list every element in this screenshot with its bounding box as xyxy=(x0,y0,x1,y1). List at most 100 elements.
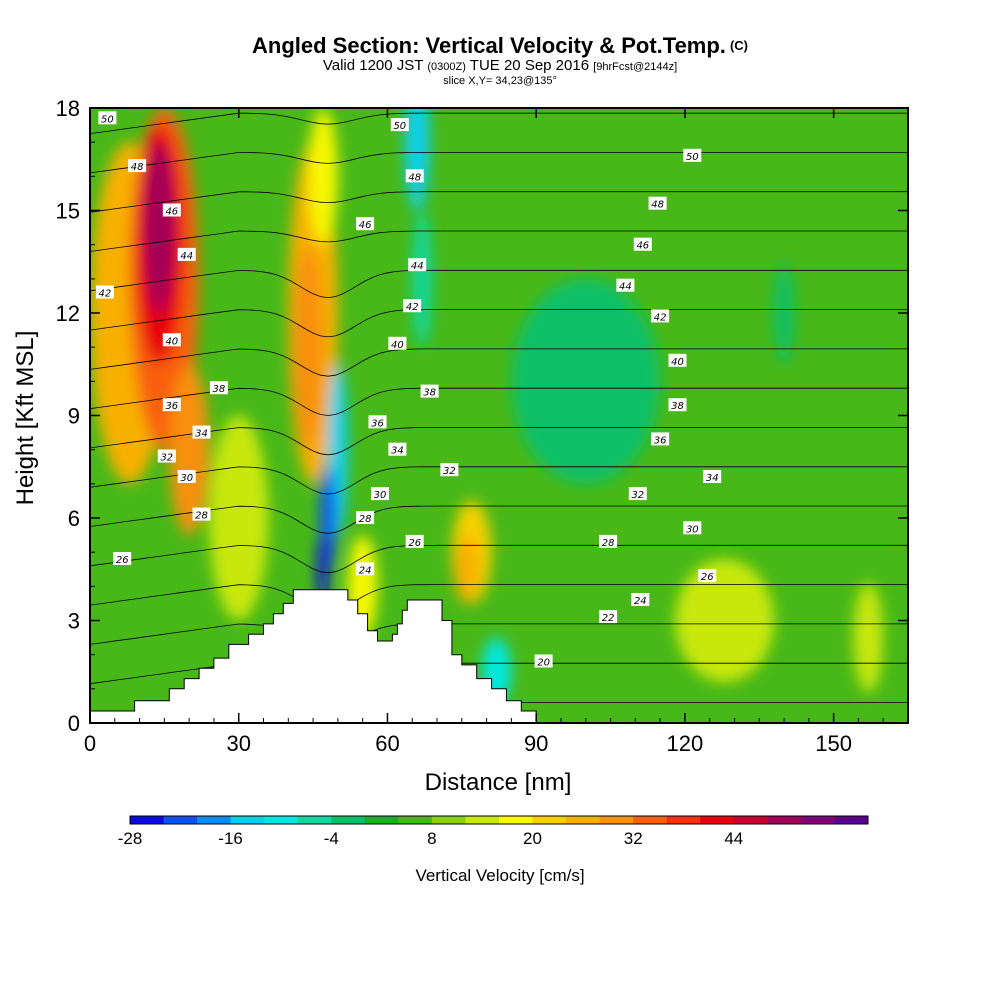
colorbar-swatch xyxy=(700,816,735,824)
theta-contour-line xyxy=(90,309,908,338)
y-tick-label: 6 xyxy=(68,506,80,531)
theta-contour-line xyxy=(90,191,908,213)
theta-contour-line xyxy=(90,427,908,456)
svg-text:32: 32 xyxy=(160,453,173,464)
svg-text:36: 36 xyxy=(165,401,178,412)
contour-label: 40 xyxy=(388,336,407,351)
colorbar-tick-label: -28 xyxy=(118,829,143,848)
theta-contour-line xyxy=(90,269,908,299)
theta-contour-line xyxy=(90,544,908,574)
svg-text:38: 38 xyxy=(213,384,226,395)
colorbar-swatch xyxy=(666,816,701,824)
colorbar-tick-label: 20 xyxy=(523,829,542,848)
colorbar-swatch xyxy=(264,816,299,824)
colorbar-frame xyxy=(129,815,869,825)
colorbar-swatch xyxy=(733,816,768,824)
contour-label: 44 xyxy=(408,258,427,272)
title-unit: (C) xyxy=(729,38,748,53)
svg-text:40: 40 xyxy=(165,336,178,347)
svg-text:44: 44 xyxy=(411,261,424,272)
colorbar-tick-label: 44 xyxy=(724,829,743,848)
contour-label: 38 xyxy=(420,384,439,399)
contour-label: 24 xyxy=(356,562,375,576)
colorbar-tick-label: -4 xyxy=(324,829,339,848)
svg-text:38: 38 xyxy=(423,388,436,399)
y-tick-label: 18 xyxy=(56,96,80,121)
svg-text:48: 48 xyxy=(651,200,664,211)
y-tick-label: 3 xyxy=(68,609,80,634)
colorbar-swatch xyxy=(431,816,466,824)
colorbar-tick-label: -16 xyxy=(218,829,243,848)
contour-label: 48 xyxy=(128,159,147,173)
velocity-blob xyxy=(293,244,324,450)
y-tick-label: 12 xyxy=(56,301,80,326)
x-tick-label: 120 xyxy=(667,731,704,756)
contour-label: 40 xyxy=(162,333,181,347)
svg-text:28: 28 xyxy=(602,538,615,549)
contour-label: 34 xyxy=(388,442,407,457)
svg-text:46: 46 xyxy=(636,241,649,252)
svg-text:22: 22 xyxy=(602,613,615,624)
velocity-blob xyxy=(853,582,884,693)
velocity-blob xyxy=(317,535,329,604)
x-tick-label: 90 xyxy=(524,731,548,756)
colorbar-swatch xyxy=(800,816,835,824)
contour-label: 28 xyxy=(356,511,375,525)
colorbar-swatch xyxy=(532,816,567,824)
chart-header: Angled Section: Vertical Velocity & Pot.… xyxy=(0,34,1000,88)
colorbar-title: Vertical Velocity [cm/s] xyxy=(415,866,584,885)
svg-text:30: 30 xyxy=(374,490,387,501)
contour-label: 50 xyxy=(683,148,702,163)
contour-label: 50 xyxy=(98,111,117,125)
contour-label: 44 xyxy=(616,278,635,293)
theta-contour-line xyxy=(90,505,908,534)
contour-label: 20 xyxy=(534,654,553,669)
velocity-blob xyxy=(208,415,269,621)
colorbar-swatch xyxy=(364,816,399,824)
svg-text:48: 48 xyxy=(408,172,421,183)
colorbar-swatch xyxy=(163,816,198,824)
colorbar-swatch xyxy=(566,816,601,824)
colorbar-swatch xyxy=(599,816,634,824)
colorbar-swatch xyxy=(130,816,165,824)
contour-label: 36 xyxy=(368,415,387,429)
svg-text:36: 36 xyxy=(371,418,384,429)
contour-label: 36 xyxy=(162,398,181,412)
theta-contour-line xyxy=(90,584,908,613)
svg-text:34: 34 xyxy=(391,446,404,457)
contour-label: 50 xyxy=(390,118,409,132)
colorbar-swatch xyxy=(230,816,265,824)
contour-label: 38 xyxy=(209,381,228,395)
svg-text:40: 40 xyxy=(391,340,404,351)
contour-label: 46 xyxy=(633,237,652,252)
x-axis-title: Distance [nm] xyxy=(425,769,572,796)
valid-zulu: (0300Z) xyxy=(427,61,466,73)
velocity-blob xyxy=(404,108,430,211)
svg-text:42: 42 xyxy=(406,302,419,313)
velocity-blob xyxy=(454,535,480,604)
contour-label: 48 xyxy=(405,169,424,183)
colorbar-swatch xyxy=(398,816,433,824)
colorbar-swatch xyxy=(633,816,668,824)
x-tick-label: 30 xyxy=(226,731,250,756)
contour-label: 40 xyxy=(668,353,687,368)
theta-contour-line xyxy=(90,348,908,377)
contour-label: 32 xyxy=(440,463,459,477)
valid-time-line: Valid 1200 JST (0300Z) TUE 20 Sep 2016 [… xyxy=(0,58,1000,75)
y-tick-label: 0 xyxy=(68,711,80,736)
velocity-blob xyxy=(674,559,775,682)
velocity-blob xyxy=(774,261,794,365)
terrain-mask xyxy=(90,589,537,723)
vertical-velocity-field xyxy=(90,108,908,723)
svg-text:50: 50 xyxy=(101,114,114,125)
plot-area: 50 48 46 44 42 40 38 36 34 32 30 28 26 50 48 46 44 42 40 38… xyxy=(90,108,908,723)
contour-label: 30 xyxy=(683,521,702,535)
contour-label: 34 xyxy=(703,470,722,484)
contour-label: 34 xyxy=(192,425,211,440)
colorbar-swatch xyxy=(297,816,332,824)
colorbar-swatch xyxy=(834,816,869,824)
svg-text:34: 34 xyxy=(706,473,719,484)
contour-label: 30 xyxy=(177,470,196,484)
